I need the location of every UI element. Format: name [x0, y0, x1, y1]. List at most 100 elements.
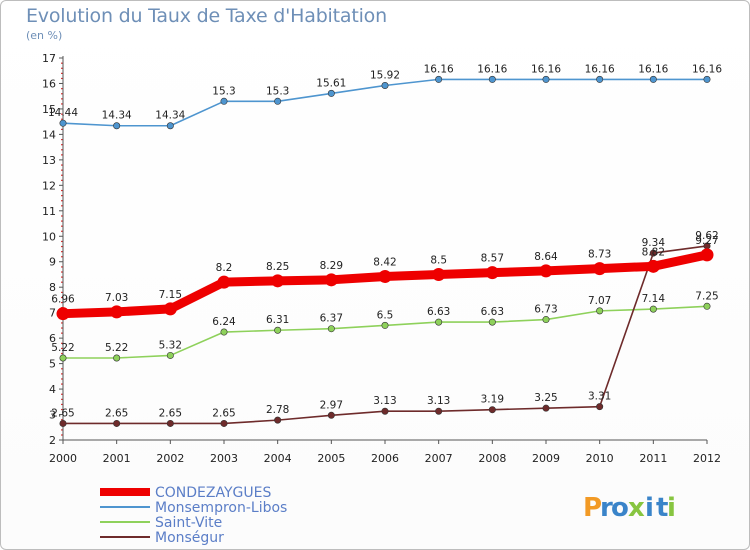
data-label: 15.3	[266, 85, 289, 97]
data-point	[110, 305, 124, 319]
data-label: 8.42	[373, 257, 396, 269]
axes: 2 3 4 5 6 7 8 9 10 11 12 13 14 15 16 17 2000 2001 2002 2003…	[42, 52, 721, 465]
data-label: 6.96	[51, 294, 75, 306]
data-point	[163, 302, 177, 316]
data-point	[274, 416, 282, 424]
data-point	[166, 122, 174, 130]
data-label: 5.22	[105, 342, 128, 354]
y-minor-tick	[61, 352, 63, 355]
data-point	[113, 354, 121, 362]
y-minor-tick	[61, 266, 63, 268]
legend-item: Monsempron-Libos	[100, 500, 287, 516]
y-minor-tick	[61, 347, 63, 350]
data-point	[700, 248, 714, 262]
data-label: 8.57	[481, 253, 504, 265]
data-label: 9.62	[695, 230, 718, 242]
x-tick-label: 2003	[210, 452, 238, 465]
data-point	[271, 274, 285, 288]
data-label: 8.64	[534, 251, 558, 263]
legend-label: CONDEZAYGUES	[155, 485, 271, 501]
y-minor-tick	[61, 200, 63, 202]
y-minor-tick	[61, 62, 63, 64]
data-point	[435, 75, 443, 83]
logo-letter: t	[656, 493, 668, 523]
x-tick-label: 2006	[371, 452, 399, 465]
y-tick-label: 7	[49, 307, 56, 320]
data-point	[381, 407, 389, 415]
data-label: 15.61	[316, 77, 346, 89]
y-tick-label: 17	[42, 52, 56, 65]
y-minor-tick	[61, 256, 63, 258]
data-label: 6.5	[377, 309, 394, 321]
data-label: 16.16	[638, 63, 668, 75]
data-point	[542, 316, 550, 324]
data-point	[217, 275, 231, 289]
series-condezaygues	[56, 248, 714, 321]
y-minor-tick	[61, 189, 63, 192]
data-point	[596, 307, 604, 315]
y-minor-tick	[61, 128, 63, 131]
x-tick-label: 2002	[156, 452, 184, 465]
y-tick-label: 14	[42, 128, 56, 141]
y-minor-tick	[61, 281, 63, 283]
logo-letter: o	[611, 493, 629, 523]
data-point	[59, 354, 67, 362]
data-label: 6.24	[212, 316, 236, 328]
x-tick-label: 2012	[693, 452, 721, 465]
y-tick-label: 16	[42, 77, 56, 90]
data-point	[327, 89, 335, 97]
legend-label: Monségur	[155, 530, 224, 546]
data-label: 3.19	[481, 394, 504, 406]
data-label: 3.13	[373, 395, 396, 407]
data-label: 3.13	[427, 395, 450, 407]
y-tick-label: 2	[49, 434, 56, 447]
data-point	[59, 419, 67, 427]
y-minor-tick	[61, 77, 63, 80]
x-tick-label: 2001	[103, 452, 131, 465]
x-tick-label: 2007	[425, 452, 453, 465]
data-label: 2.65	[212, 407, 235, 419]
y-tick-label: 6	[49, 332, 56, 345]
data-point	[378, 270, 392, 284]
data-label: 7.25	[695, 290, 718, 302]
data-point	[488, 75, 496, 83]
y-minor-tick	[61, 276, 63, 278]
data-point	[649, 305, 657, 313]
data-label: 7.03	[105, 292, 128, 304]
y-minor-tick	[61, 118, 63, 120]
data-label: 14.34	[155, 110, 185, 122]
x-tick-label: 2005	[317, 452, 345, 465]
legend-swatch	[100, 536, 150, 538]
data-label: 15.3	[212, 85, 235, 97]
data-point	[59, 119, 67, 127]
data-point	[435, 318, 443, 326]
data-point	[166, 351, 174, 359]
data-point	[381, 82, 389, 90]
y-minor-tick	[61, 149, 63, 151]
x-tick-label: 2009	[532, 452, 560, 465]
legend-item: CONDEZAYGUES	[100, 485, 271, 501]
legend: CONDEZAYGUESMonsempron-LibosSaint-ViteMo…	[100, 485, 287, 546]
y-minor-tick	[61, 93, 63, 95]
data-point	[593, 262, 607, 276]
y-tick-label: 15	[42, 103, 56, 116]
x-tick-label: 2000	[49, 452, 77, 465]
y-minor-tick	[61, 138, 63, 141]
data-label: 2.97	[320, 399, 343, 411]
y-minor-tick	[61, 88, 63, 90]
y-minor-tick	[61, 113, 63, 115]
y-minor-tick	[61, 215, 63, 217]
y-minor-tick	[61, 103, 63, 105]
legend-swatch	[100, 521, 150, 523]
logo-letter: r	[600, 493, 613, 523]
x-tick-label: 2008	[478, 452, 506, 465]
y-tick-label: 9	[49, 256, 56, 269]
data-label: 7.14	[642, 293, 666, 305]
y-minor-tick	[61, 429, 63, 431]
y-minor-tick	[61, 398, 63, 400]
data-point	[56, 307, 70, 321]
data-label: 16.16	[692, 63, 722, 75]
data-point	[703, 302, 711, 310]
data-point	[703, 75, 711, 83]
